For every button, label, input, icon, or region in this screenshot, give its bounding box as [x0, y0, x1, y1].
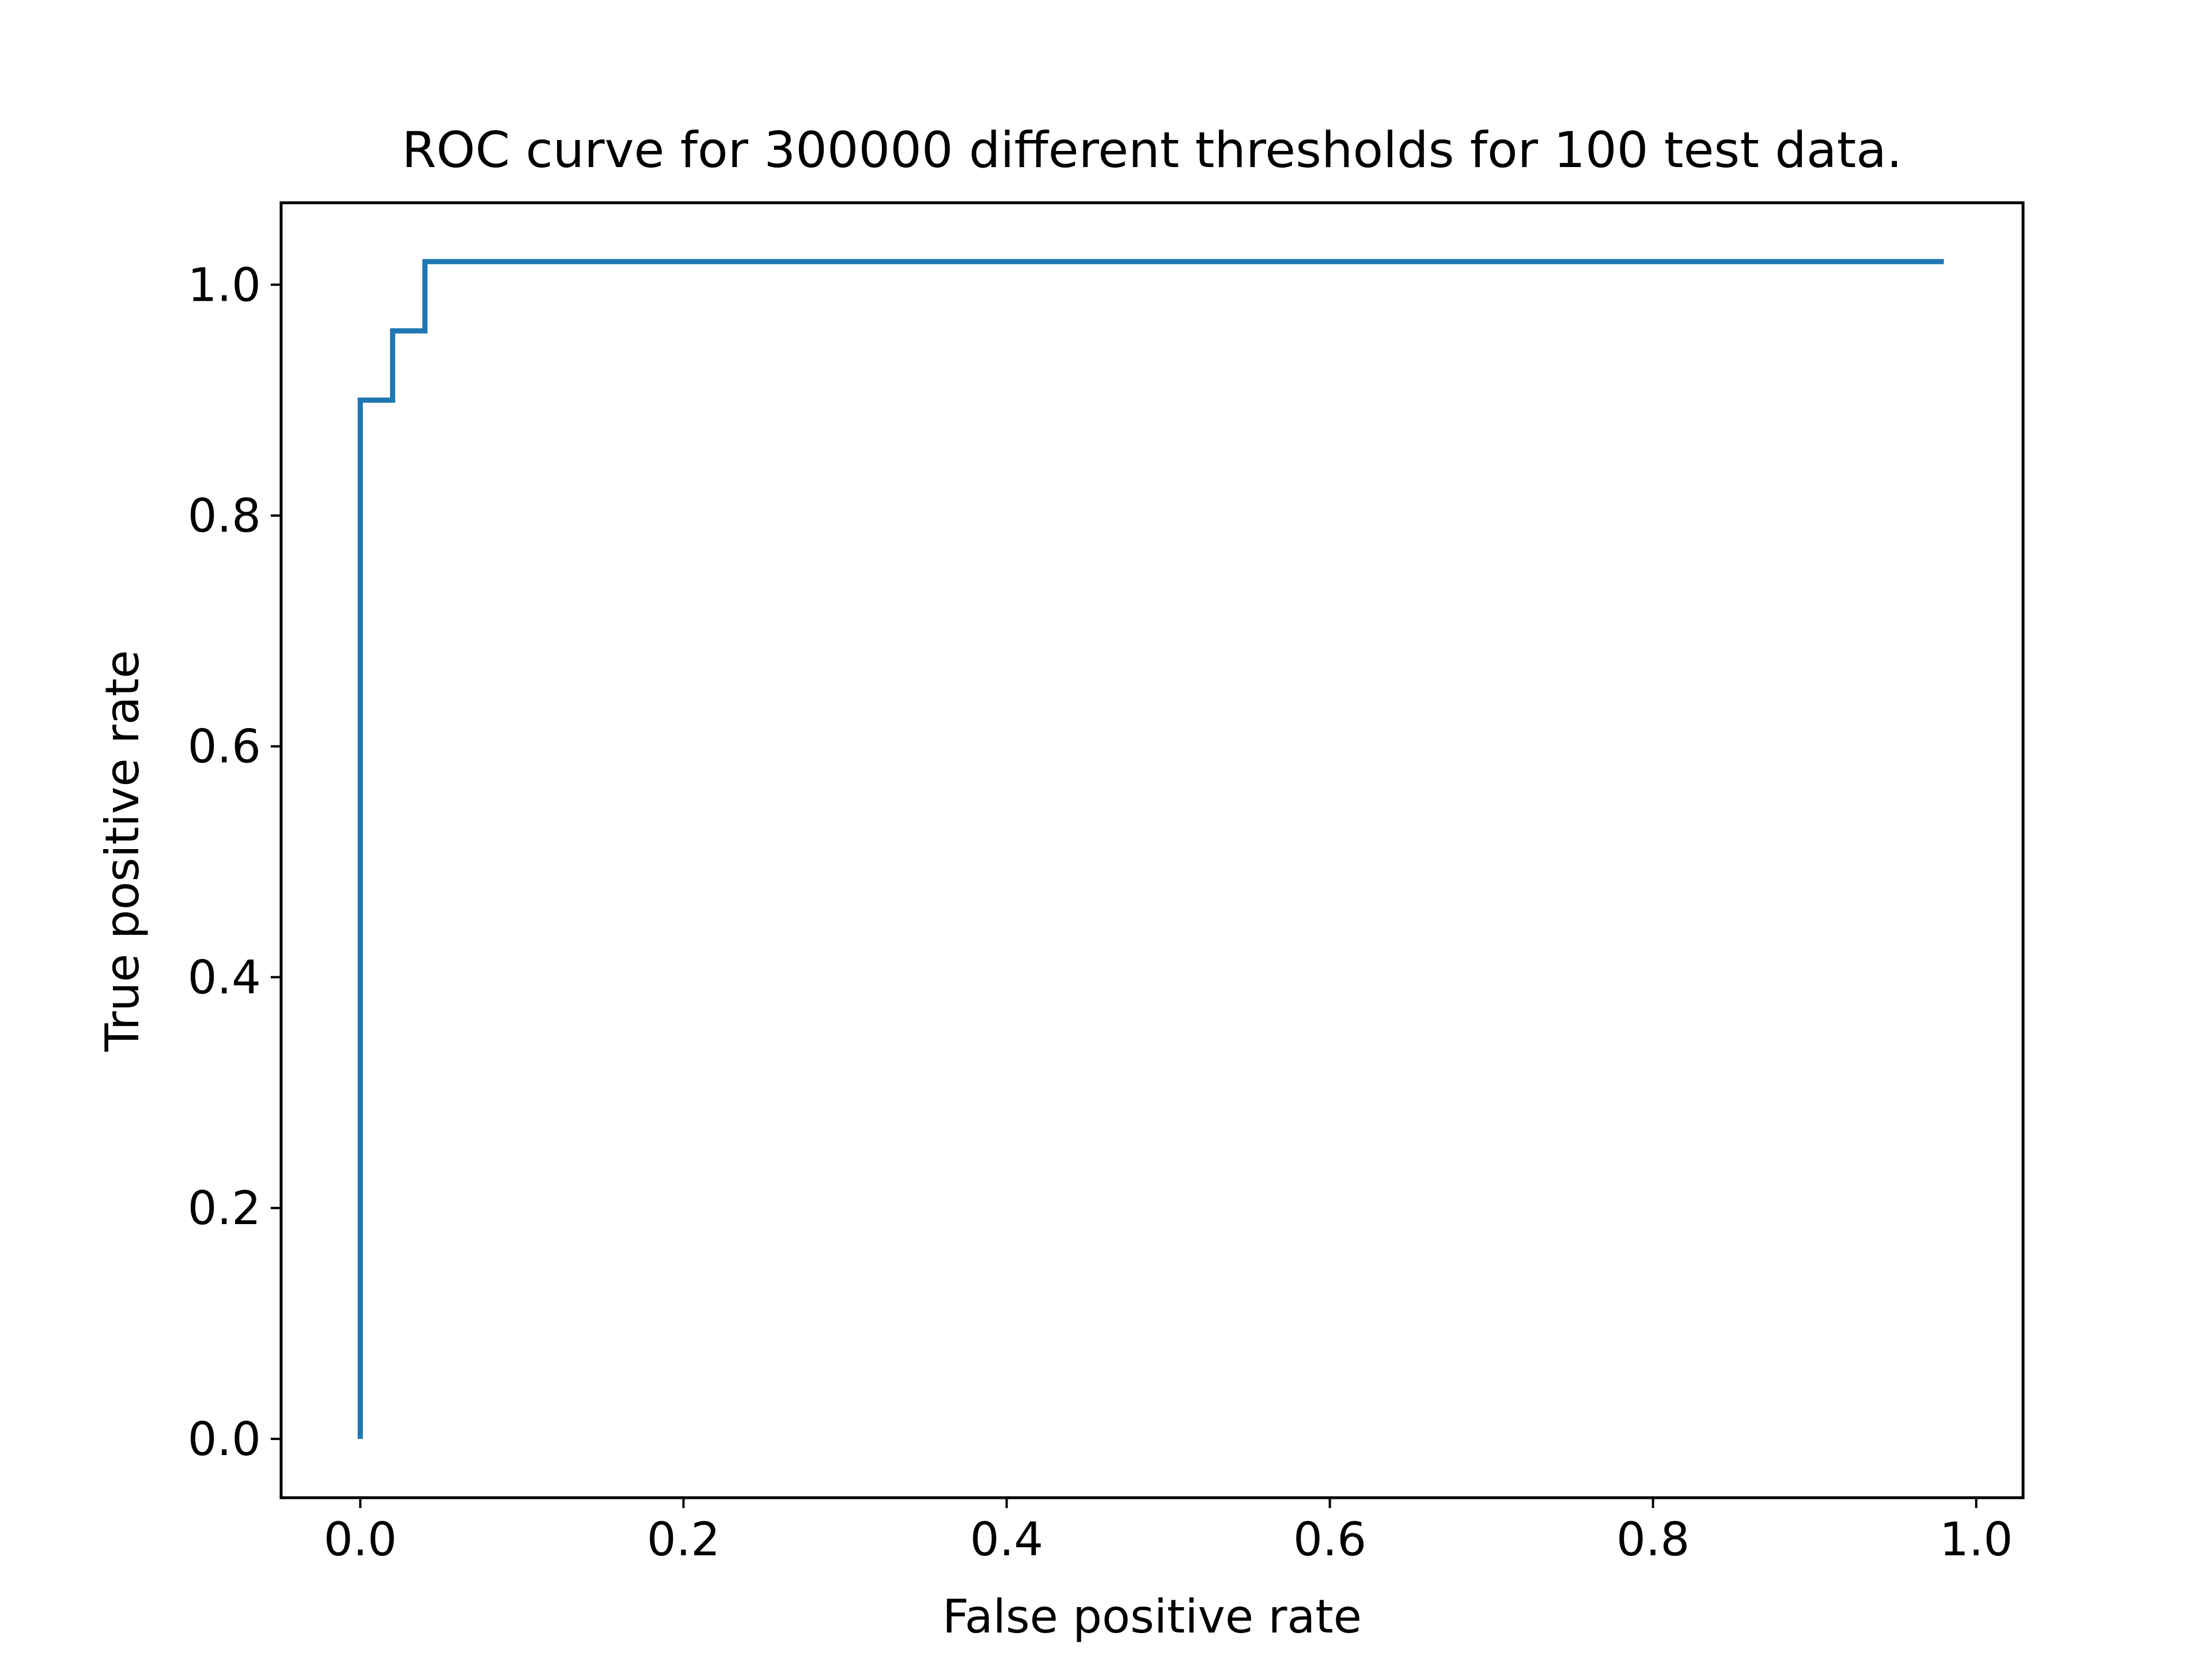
y-tick-label: 0.8 — [188, 489, 261, 543]
y-tick-label: 0.2 — [188, 1181, 261, 1235]
y-tick-label: 0.6 — [188, 720, 261, 774]
x-tick-label: 0.0 — [324, 1513, 397, 1566]
y-tick-label: 0.0 — [188, 1412, 261, 1466]
y-tick-label: 1.0 — [188, 258, 261, 312]
plot-area — [357, 259, 1944, 1439]
x-tick-label: 1.0 — [1940, 1513, 2013, 1566]
axes-frame — [279, 201, 2025, 1499]
x-tick-label: 0.4 — [970, 1513, 1043, 1566]
x-axis-label: False positive rate — [942, 1590, 1362, 1643]
y-axis-label: True positive rate — [96, 650, 149, 1052]
x-tick-label: 0.8 — [1616, 1513, 1690, 1566]
x-tick-label: 0.6 — [1293, 1513, 1366, 1566]
roc-curve-line — [357, 259, 1944, 1439]
y-tick-label: 0.4 — [188, 950, 261, 1004]
x-tick-label: 0.2 — [647, 1513, 720, 1566]
chart-title: ROC curve for 300000 different threshold… — [402, 122, 1903, 179]
